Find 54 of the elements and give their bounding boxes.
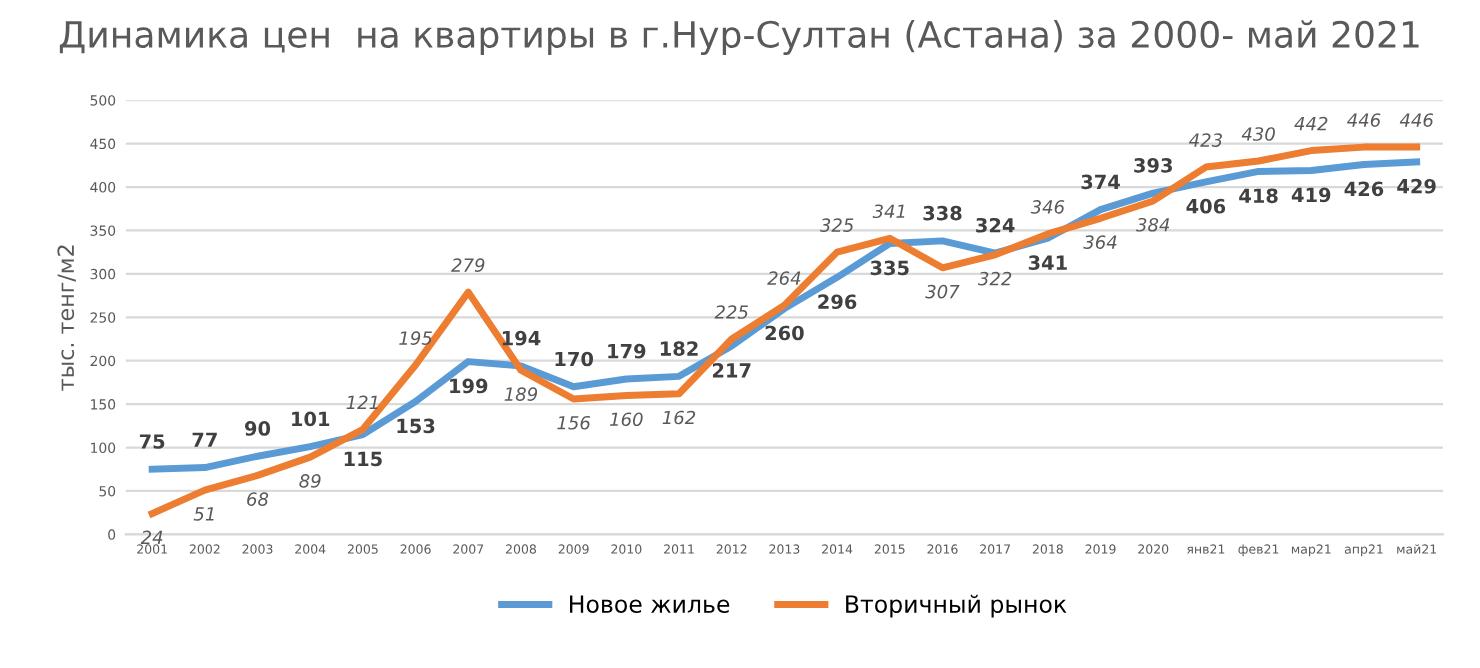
- data-label: 419: [1291, 187, 1331, 203]
- data-label: 324: [976, 217, 1015, 233]
- data-label: 194: [502, 330, 541, 346]
- data-label: 189: [504, 387, 538, 401]
- data-label: 89: [299, 474, 321, 488]
- data-label: 24: [140, 530, 163, 544]
- data-label: 51: [193, 507, 214, 521]
- data-label: 418: [1239, 188, 1278, 204]
- data-label: 195: [399, 331, 432, 345]
- data-label: 217: [712, 362, 751, 378]
- data-label: 346: [1030, 200, 1065, 214]
- data-label: 374: [1081, 174, 1120, 190]
- data-label: 325: [819, 218, 854, 233]
- data-label: 322: [977, 271, 1012, 286]
- data-label: 68: [247, 492, 269, 506]
- data-label: 264: [767, 271, 801, 285]
- data-label: 442: [1294, 116, 1328, 131]
- data-label: 199: [450, 378, 488, 394]
- legend-label: Вторичный рынок: [846, 594, 1067, 618]
- data-label: 156: [557, 415, 591, 430]
- data-label: 75: [139, 434, 165, 449]
- data-label: 121: [346, 395, 378, 409]
- data-label: 335: [870, 260, 909, 276]
- data-label: 90: [245, 421, 271, 436]
- chart-title: Динамика цен на квартиры в г.Нур-Султан (Астана) за 2000- май 2021: [59, 20, 1419, 55]
- data-label: 260: [765, 325, 804, 341]
- data-label: 279: [451, 258, 485, 272]
- data-label: 384: [1136, 217, 1170, 232]
- data-label: 162: [662, 410, 696, 425]
- data-label: 182: [660, 341, 698, 356]
- data-label: 393: [1134, 157, 1172, 173]
- data-label: 77: [192, 432, 217, 447]
- data-label: 429: [1397, 178, 1436, 194]
- data-label: 341: [872, 204, 905, 219]
- data-label: 446: [1347, 113, 1381, 127]
- data-label: 101: [292, 411, 330, 427]
- data-label: 296: [818, 294, 857, 310]
- data-label: 430: [1241, 127, 1275, 141]
- data-label: 338: [923, 205, 962, 221]
- y-axis-title: тыс. тенг/м2: [57, 245, 76, 391]
- data-label: 225: [714, 305, 748, 319]
- data-label: 307: [925, 284, 960, 299]
- data-label: 364: [1083, 235, 1117, 249]
- data-label: 426: [1344, 181, 1384, 197]
- data-label: 179: [608, 343, 646, 359]
- data-label: 406: [1186, 198, 1226, 214]
- data-label: 115: [344, 451, 382, 467]
- data-label: 423: [1189, 133, 1222, 147]
- legend-label: Новое жилье: [570, 595, 730, 613]
- data-label: 446: [1399, 113, 1434, 127]
- data-label: 341: [1028, 255, 1067, 270]
- data-label: 153: [397, 418, 435, 434]
- data-label: 170: [555, 351, 594, 367]
- data-label: 160: [609, 412, 643, 427]
